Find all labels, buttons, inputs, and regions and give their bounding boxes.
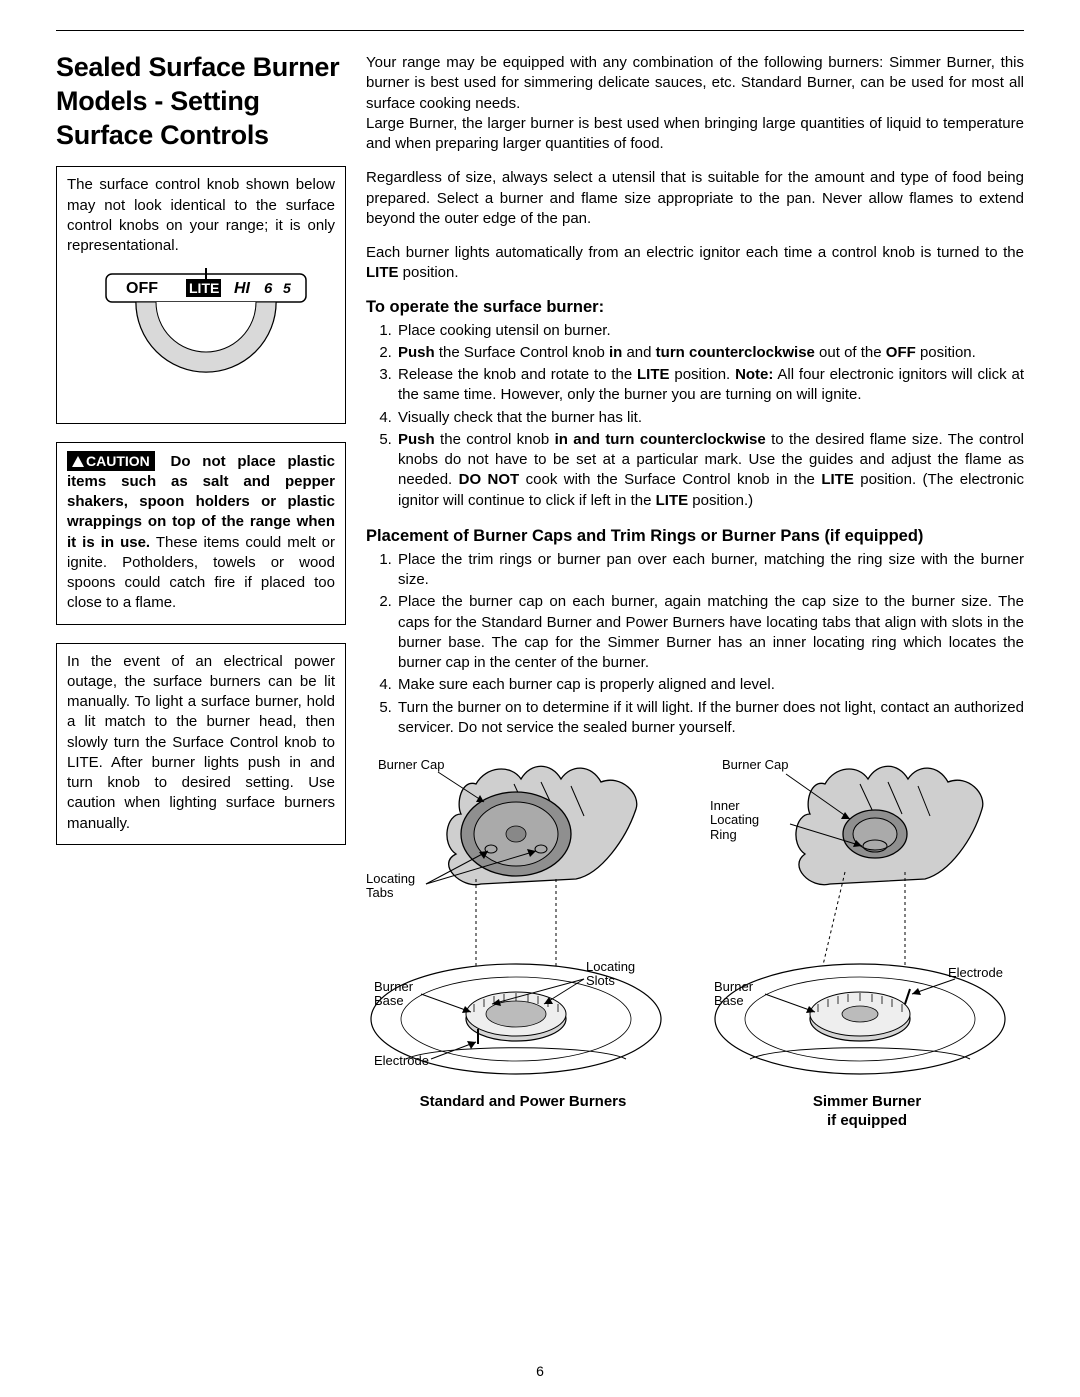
svg-text:5: 5 [283,280,291,296]
placement-4: Make sure each burner cap is properly al… [396,675,1024,695]
figure-simmer: Burner Cap Inner Locating Ring Electrode… [710,754,1024,1131]
label-burner-base-2: Burner Base [714,980,753,1009]
label-electrode-2: Electrode [948,966,1003,980]
knob-illustration: OFF LITE HI 6 5 [67,266,335,412]
outage-text: In the event of an electrical power outa… [67,652,335,834]
figure-standard-power: Burner Cap Locating Tabs Locating Slots … [366,754,680,1131]
label-electrode-1: Electrode [374,1054,429,1068]
outage-box: In the event of an electrical power outa… [56,643,346,845]
caution-text: CAUTION Do not place plastic items such … [67,451,335,614]
step-4: Push the control knob in and turn counte… [396,430,1024,511]
knob-note-box: The surface control knob shown below may… [56,166,346,423]
intro-paragraph-2: Regardless of size, always select a uten… [366,168,1024,229]
caution-badge: CAUTION [67,451,155,472]
left-column: Sealed Surface Burner Models - Setting S… [56,51,346,1131]
burner-figures: Burner Cap Locating Tabs Locating Slots … [366,754,1024,1131]
intro-paragraph-1: Your range may be equipped with any comb… [366,53,1024,154]
caption-standard: Standard and Power Burners [366,1093,680,1112]
svg-text:OFF: OFF [126,280,158,297]
placement-steps: Place the trim rings or burner pan over … [366,550,1024,738]
placement-5: Turn the burner on to determine if it wi… [396,698,1024,739]
label-locating-slots: Locating Slots [586,960,635,989]
label-locating-tabs: Locating Tabs [366,872,415,901]
step-3: Release the knob and rotate to the LITE … [396,365,1024,406]
knob-note-text: The surface control knob shown below may… [67,175,335,256]
svg-text:6: 6 [264,280,273,297]
page-title: Sealed Surface Burner Models - Setting S… [56,51,346,152]
step-3x: Visually check that the burner has lit. [396,408,1024,428]
right-column: Your range may be equipped with any comb… [366,51,1024,1131]
caption-simmer: Simmer Burner if equipped [710,1093,1024,1131]
two-column-layout: Sealed Surface Burner Models - Setting S… [56,51,1024,1131]
step-2: Push the Surface Control knob in and tur… [396,343,1024,363]
page-number: 6 [0,1363,1080,1379]
placement-2: Place the burner cap on each burner, aga… [396,592,1024,673]
svg-text:HI: HI [234,280,251,297]
intro-paragraph-3: Each burner lights automatically from an… [366,243,1024,284]
caution-box: CAUTION Do not place plastic items such … [56,442,346,625]
placement-heading: Placement of Burner Caps and Trim Rings … [366,527,1024,546]
label-inner-ring: Inner Locating Ring [710,799,759,842]
label-burner-cap-2: Burner Cap [722,758,788,772]
label-burner-cap-1: Burner Cap [378,758,444,772]
operate-heading: To operate the surface burner: [366,298,1024,317]
svg-text:LITE: LITE [189,280,219,296]
top-rule [56,30,1024,31]
label-burner-base-1: Burner Base [374,980,413,1009]
step-1: Place cooking utensil on burner. [396,321,1024,341]
operate-steps: Place cooking utensil on burner. Push th… [366,321,1024,511]
standard-burner-svg [366,754,666,1084]
placement-1: Place the trim rings or burner pan over … [396,550,1024,591]
